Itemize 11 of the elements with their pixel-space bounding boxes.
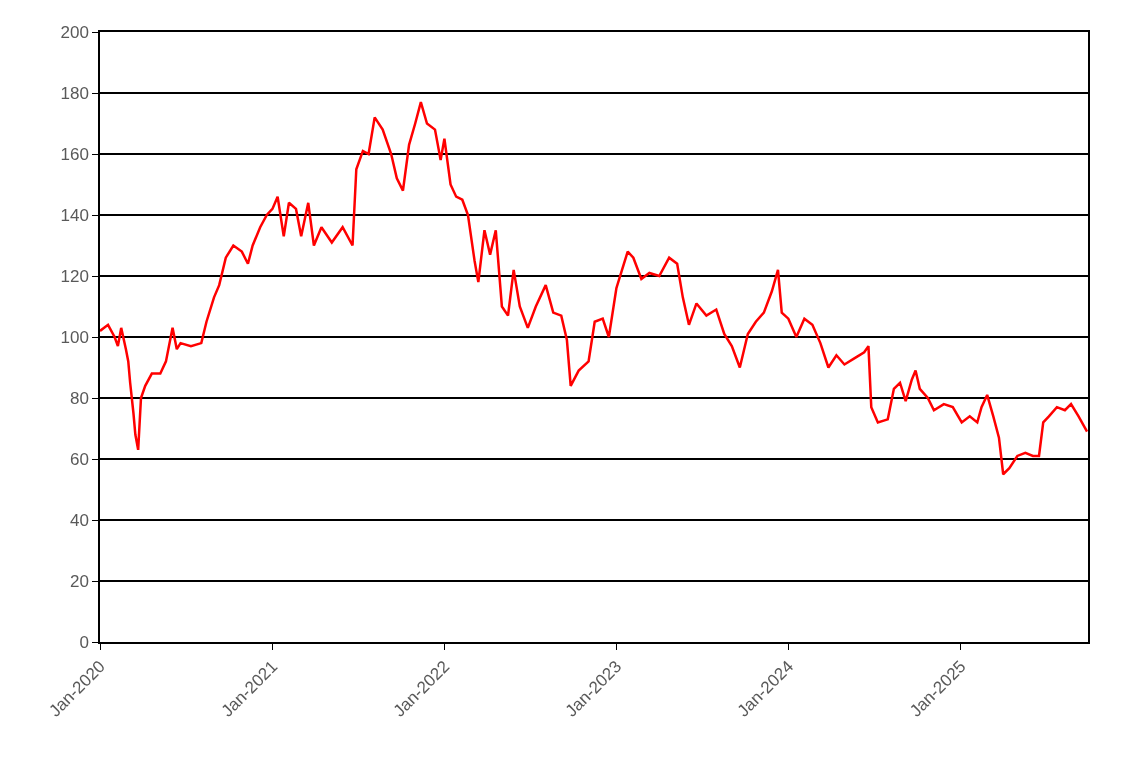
y-tick-label: 120 — [60, 266, 89, 286]
y-tick-label: 80 — [69, 388, 89, 408]
y-tick-label: 60 — [69, 449, 89, 469]
y-tick-label: 200 — [60, 22, 89, 42]
y-tick-label: 160 — [60, 144, 89, 164]
y-tick-label: 100 — [60, 327, 89, 347]
y-tick-label: 180 — [60, 83, 89, 103]
y-tick-label: 0 — [79, 632, 89, 652]
y-tick-label: 40 — [69, 510, 89, 530]
y-tick-label: 140 — [60, 205, 89, 225]
y-tick-label: 20 — [69, 571, 89, 591]
